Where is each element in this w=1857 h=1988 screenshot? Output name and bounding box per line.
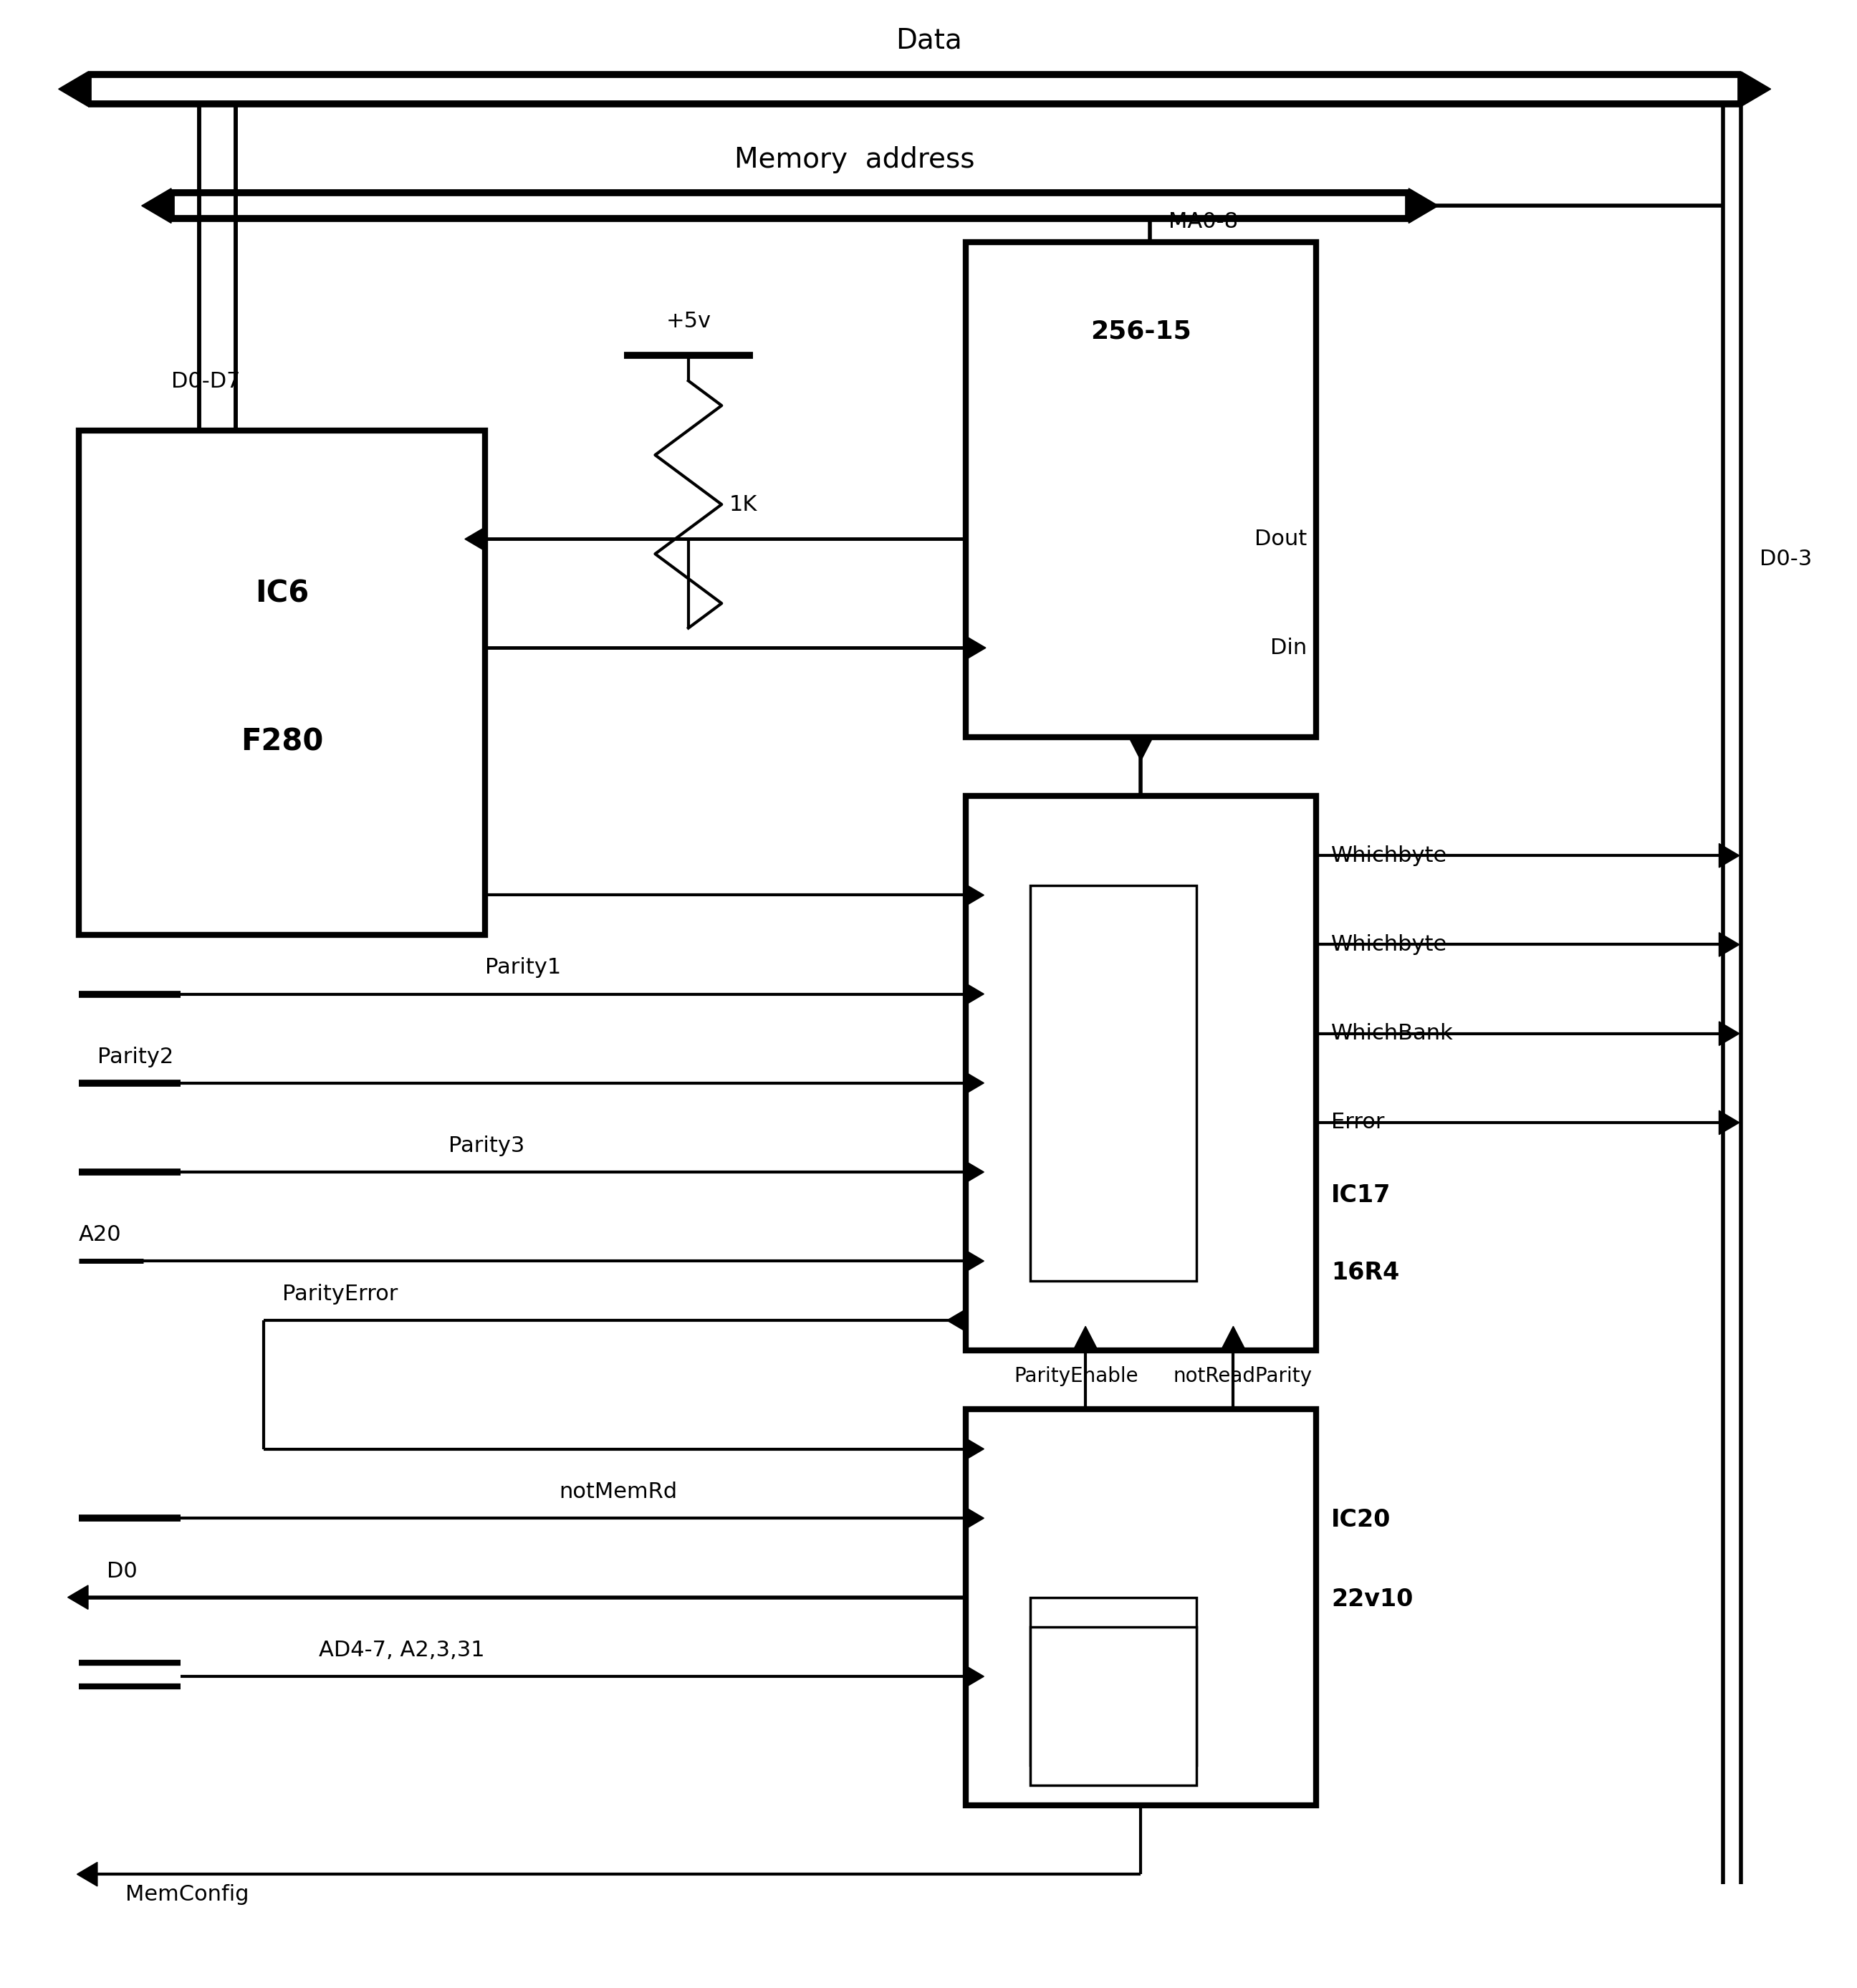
Text: Parity3: Parity3	[448, 1135, 524, 1157]
Text: A20: A20	[78, 1225, 121, 1244]
Text: 1K: 1K	[730, 495, 758, 515]
Text: notReadParity: notReadParity	[1174, 1366, 1313, 1386]
Polygon shape	[964, 1437, 984, 1461]
Text: F280: F280	[241, 728, 323, 757]
Polygon shape	[1075, 1326, 1097, 1348]
Text: D0: D0	[106, 1561, 137, 1582]
Text: Whichbyte: Whichbyte	[1331, 934, 1447, 954]
Polygon shape	[1720, 1022, 1740, 1046]
Polygon shape	[67, 1584, 87, 1608]
Text: IC6: IC6	[254, 579, 308, 608]
Polygon shape	[59, 72, 87, 107]
Text: IC17: IC17	[1331, 1183, 1391, 1207]
Bar	[78, 429, 485, 934]
Text: Parity0: Parity0	[301, 859, 377, 879]
Bar	[966, 1409, 1317, 1805]
Text: ParityEnable: ParityEnable	[1014, 1366, 1138, 1386]
Polygon shape	[947, 1308, 967, 1332]
Polygon shape	[964, 1072, 984, 1095]
Polygon shape	[964, 1507, 984, 1531]
Text: WhichBank: WhichBank	[1331, 1024, 1454, 1044]
Polygon shape	[76, 1863, 97, 1887]
Text: D0-3: D0-3	[1760, 549, 1812, 569]
Bar	[966, 243, 1317, 738]
Polygon shape	[964, 1664, 984, 1688]
Text: Data: Data	[895, 28, 962, 54]
Text: Parity1: Parity1	[485, 958, 561, 978]
Text: 16R4: 16R4	[1331, 1260, 1400, 1284]
Text: Parity2: Parity2	[97, 1046, 173, 1068]
Polygon shape	[964, 982, 984, 1006]
Polygon shape	[1409, 189, 1439, 223]
Text: Dout: Dout	[1255, 529, 1307, 549]
Bar	[966, 797, 1317, 1350]
Bar	[1031, 885, 1196, 1280]
Text: Error: Error	[1331, 1111, 1385, 1133]
Polygon shape	[1129, 740, 1151, 761]
Polygon shape	[964, 1161, 984, 1185]
Bar	[1031, 1596, 1196, 1765]
Text: ParityError: ParityError	[282, 1284, 397, 1304]
Polygon shape	[1720, 1111, 1740, 1135]
Polygon shape	[964, 634, 986, 660]
Text: 256-15: 256-15	[1090, 320, 1192, 344]
Polygon shape	[1222, 1326, 1244, 1348]
Polygon shape	[464, 527, 487, 553]
Text: Memory  address: Memory address	[734, 145, 975, 173]
Text: Whichbyte: Whichbyte	[1331, 845, 1447, 867]
Polygon shape	[1720, 843, 1740, 867]
Polygon shape	[1720, 932, 1740, 956]
Text: AD4-7, A2,3,31: AD4-7, A2,3,31	[319, 1640, 485, 1660]
Text: notMemRd: notMemRd	[559, 1481, 678, 1503]
Polygon shape	[1742, 72, 1772, 107]
Bar	[1031, 1626, 1196, 1785]
Polygon shape	[964, 1248, 984, 1272]
Text: MA0-8: MA0-8	[1168, 211, 1239, 233]
Polygon shape	[141, 189, 171, 223]
Text: 22v10: 22v10	[1331, 1588, 1413, 1610]
Polygon shape	[964, 883, 984, 907]
Text: MemConfig: MemConfig	[124, 1885, 249, 1905]
Text: Din: Din	[1270, 638, 1307, 658]
Text: +5v: +5v	[667, 310, 711, 332]
Text: D0-D7: D0-D7	[171, 372, 240, 392]
Text: IC20: IC20	[1331, 1509, 1391, 1533]
